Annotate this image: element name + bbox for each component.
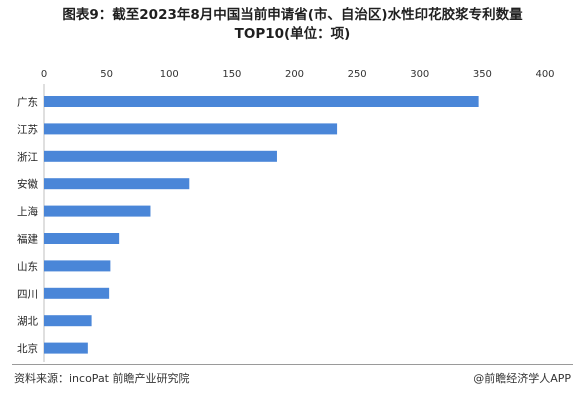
x-tick-label: 150 — [222, 69, 241, 80]
category-label: 安徽 — [17, 178, 38, 191]
bar — [44, 96, 479, 107]
bar — [44, 123, 338, 135]
bar — [44, 342, 88, 354]
category-label: 浙江 — [17, 151, 38, 163]
source-note: 资料来源：incoPat 前瞻产业研究院 — [14, 372, 190, 385]
category-label: 山东 — [17, 260, 38, 273]
bar — [44, 287, 110, 299]
x-tick-label: 400 — [535, 69, 554, 80]
category-label: 四川 — [17, 288, 38, 300]
brand-credit: @前瞻经济学人APP — [473, 372, 571, 385]
x-tick-label: 50 — [100, 69, 113, 80]
x-tick-label: 100 — [160, 69, 179, 80]
footer-divider — [12, 364, 573, 365]
category-label: 北京 — [17, 342, 38, 355]
bar — [44, 150, 277, 162]
bar — [44, 315, 92, 327]
bar — [44, 233, 120, 244]
bar — [44, 205, 151, 217]
x-tick-label: 0 — [41, 69, 47, 80]
category-label: 福建 — [17, 233, 38, 246]
bar — [44, 260, 111, 272]
x-tick-label: 200 — [285, 69, 304, 80]
chart-title-line1: 图表9：截至2023年8月中国当前申请省(市、自治区)水性印花胶浆专利数量 — [62, 7, 523, 23]
category-label: 江苏 — [17, 123, 38, 136]
chart-title: 图表9：截至2023年8月中国当前申请省(市、自治区)水性印花胶浆专利数量 TO… — [0, 6, 585, 44]
chart-title-line2: TOP10(单位：项) — [234, 26, 351, 42]
category-label: 上海 — [17, 205, 38, 218]
x-tick-label: 250 — [348, 69, 367, 80]
category-label: 湖北 — [17, 316, 38, 328]
x-tick-label: 300 — [410, 69, 429, 80]
category-label: 广东 — [17, 96, 38, 109]
bar — [44, 178, 190, 190]
x-tick-label: 350 — [473, 69, 492, 80]
